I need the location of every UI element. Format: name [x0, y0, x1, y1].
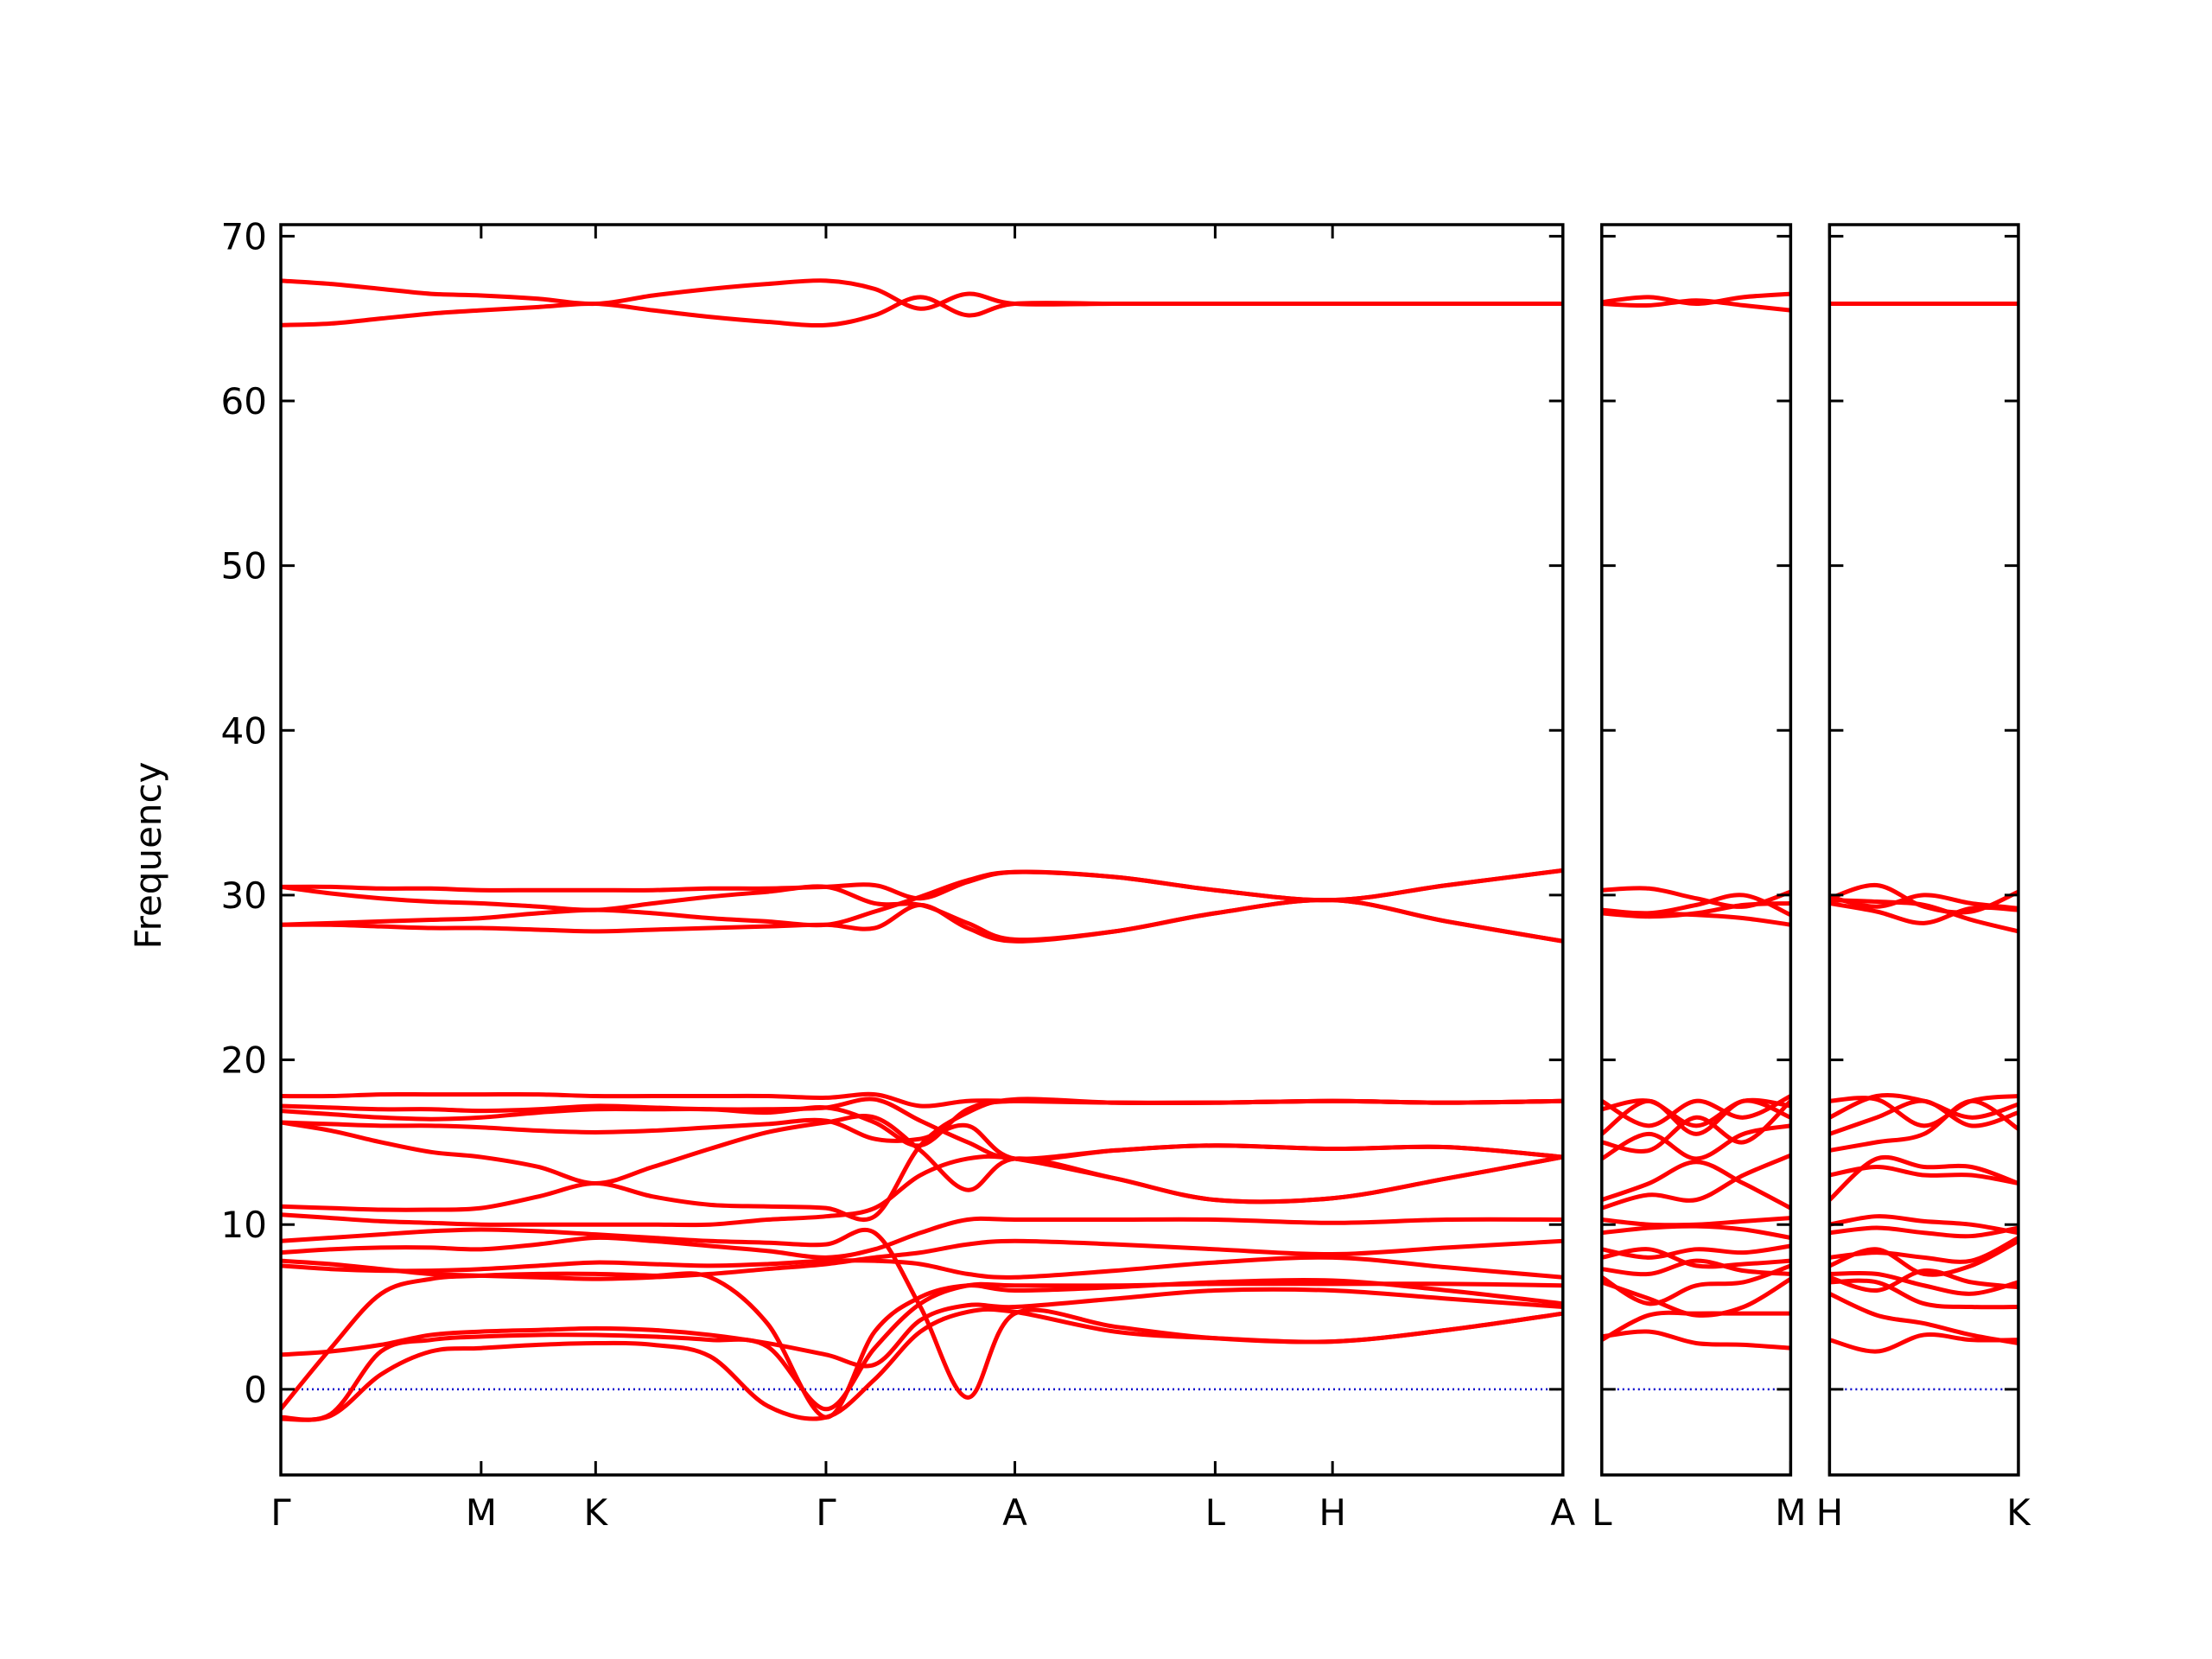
band — [1829, 1239, 2018, 1277]
y-tick-label: 60 — [221, 380, 267, 423]
x-tick-label: H — [1319, 1491, 1346, 1534]
band — [1601, 911, 1791, 927]
x-tick-label: A — [1002, 1491, 1027, 1534]
x-tick-label: Γ — [816, 1491, 836, 1534]
band — [1601, 291, 1791, 307]
panel-frame — [1600, 223, 1793, 1477]
band — [1829, 900, 2018, 925]
x-tick-label: M — [1775, 1491, 1806, 1534]
band — [1601, 1098, 1791, 1136]
band — [1601, 1224, 1791, 1240]
band — [1829, 1154, 2018, 1202]
band — [1829, 898, 2018, 934]
band — [281, 1287, 1563, 1369]
x-tick-label: L — [1592, 1491, 1612, 1534]
panel-frame — [279, 223, 1565, 1477]
band — [1829, 1268, 2018, 1293]
band — [1829, 893, 2018, 911]
band — [1601, 1310, 1791, 1342]
band — [1601, 1263, 1791, 1306]
band — [281, 1281, 1563, 1422]
band — [1829, 1214, 2018, 1236]
y-axis-label: Frequency — [127, 762, 169, 950]
y-tick-label: 0 — [244, 1369, 267, 1411]
band — [1601, 1243, 1791, 1260]
x-tick-label: H — [1816, 1491, 1844, 1534]
y-tick-label: 10 — [221, 1204, 267, 1246]
x-tick-label: M — [466, 1491, 497, 1534]
bands — [1601, 291, 1791, 1351]
band — [1601, 1247, 1791, 1269]
x-tick-label: A — [1550, 1491, 1575, 1534]
x-tick-label: K — [2006, 1491, 2031, 1534]
band — [1829, 1225, 2018, 1239]
band — [1829, 1098, 2018, 1136]
bands — [1829, 302, 2018, 1354]
band — [281, 868, 1563, 928]
band — [1601, 298, 1791, 313]
x-tick-label: Γ — [270, 1491, 291, 1534]
band — [1601, 1329, 1791, 1351]
band — [1601, 1094, 1791, 1128]
y-tick-label: 20 — [221, 1039, 267, 1082]
band — [281, 1096, 1563, 1223]
band — [1601, 1153, 1791, 1211]
band — [281, 295, 1563, 328]
y-tick-label: 70 — [221, 215, 267, 257]
band — [1829, 1098, 2018, 1153]
band — [1829, 1292, 2018, 1345]
x-tick-label: K — [584, 1491, 609, 1534]
y-tick-label: 40 — [221, 709, 267, 752]
band — [1829, 1094, 2018, 1128]
band — [281, 1255, 1563, 1280]
band — [281, 1216, 1563, 1260]
band — [281, 1306, 1563, 1422]
y-tick-label: 50 — [221, 545, 267, 588]
panel-frame — [1827, 223, 2020, 1477]
band — [281, 898, 1563, 944]
bands — [281, 278, 1563, 1422]
band — [1601, 1099, 1791, 1154]
band — [1829, 1270, 2018, 1296]
y-tick-label: 30 — [221, 874, 267, 917]
band — [1601, 1160, 1791, 1211]
band — [1601, 1258, 1791, 1277]
x-tick-label: L — [1205, 1491, 1226, 1534]
band — [1829, 1278, 2018, 1310]
band — [1601, 1216, 1791, 1228]
band — [1829, 1332, 2018, 1354]
band — [1601, 1123, 1791, 1161]
band — [281, 1154, 1563, 1228]
band — [281, 1271, 1563, 1420]
